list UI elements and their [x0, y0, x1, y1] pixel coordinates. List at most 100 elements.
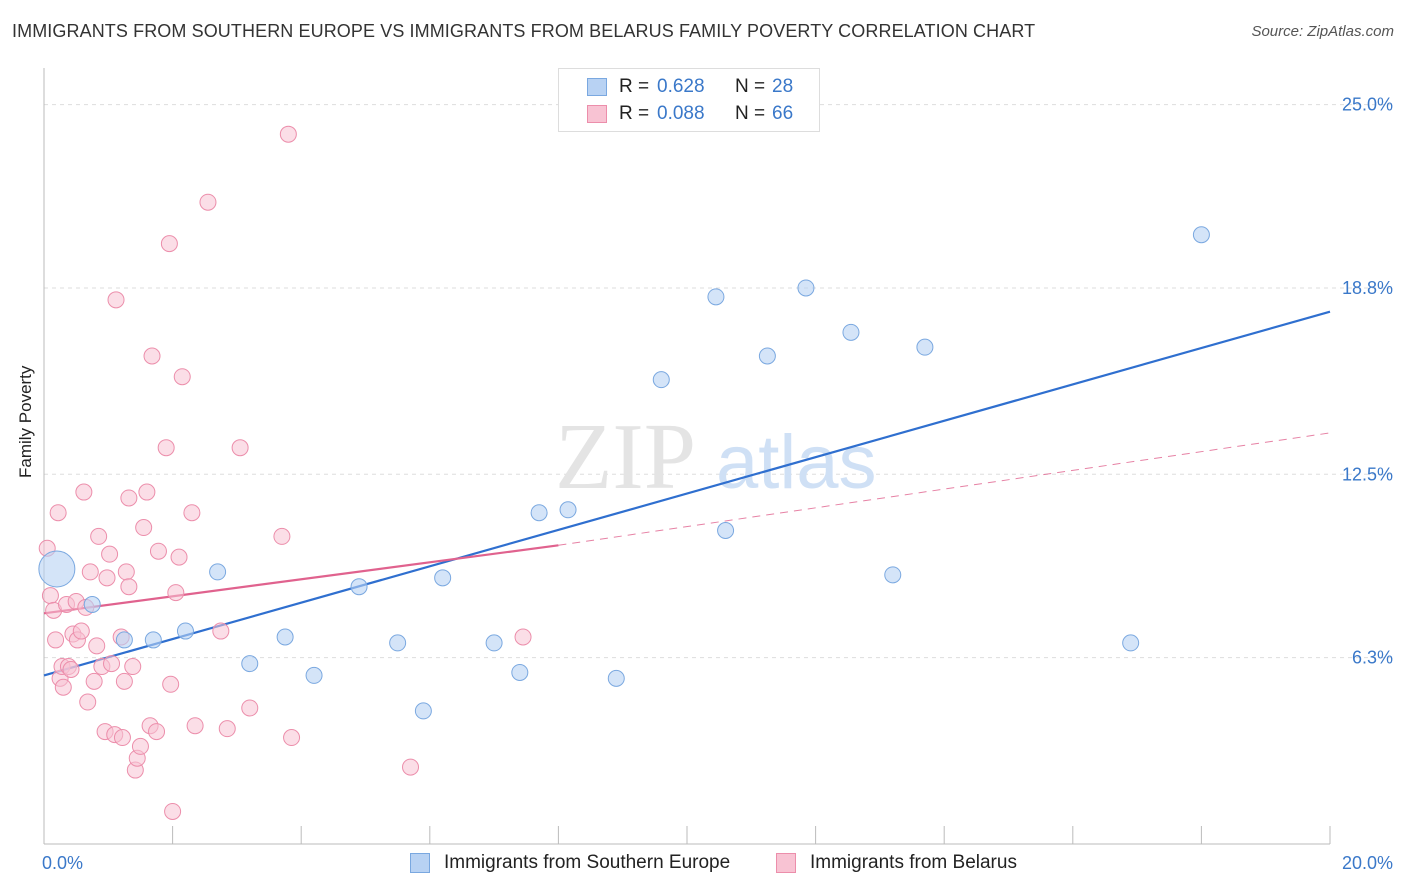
point-belarus [218, 720, 236, 738]
point-southern-europe [305, 666, 323, 684]
x-tick-labels: 0.0% 20.0% [42, 853, 1393, 873]
legend-item-belarus: Immigrants from Belarus [776, 852, 1017, 874]
point-belarus [124, 658, 142, 676]
point-southern-europe [607, 669, 625, 687]
point-belarus [170, 548, 188, 566]
point-belarus [183, 504, 201, 522]
point-belarus [160, 235, 178, 253]
point-belarus [212, 622, 230, 640]
legend-n-value: 28 [772, 76, 794, 97]
point-southern-europe [350, 578, 368, 596]
point-belarus [75, 483, 93, 501]
source-label: Source: ZipAtlas.com [1251, 23, 1394, 40]
point-belarus [90, 527, 108, 545]
point-belarus [88, 637, 106, 655]
point-belarus [85, 672, 103, 690]
point-belarus [101, 545, 119, 563]
y-tick-label: 25.0% [1342, 95, 1393, 115]
point-southern-europe [717, 522, 735, 540]
point-belarus [402, 758, 420, 776]
point-southern-europe [559, 501, 577, 519]
point-belarus [167, 584, 185, 602]
point-southern-europe [276, 628, 294, 646]
point-belarus [173, 368, 191, 386]
legend-r-label: R = [619, 103, 650, 124]
point-belarus [279, 125, 297, 143]
chart-title: IMMIGRANTS FROM SOUTHERN EUROPE VS IMMIG… [12, 21, 1036, 41]
axes [43, 68, 1331, 845]
point-southern-europe [209, 563, 227, 581]
point-southern-europe [652, 371, 670, 389]
point-belarus [72, 622, 90, 640]
legend-swatch-pink [776, 853, 796, 873]
point-southern-europe [530, 504, 548, 522]
trend-line-belarus-extension [558, 432, 1331, 546]
legend-swatch-blue [410, 853, 430, 873]
point-belarus [148, 723, 166, 741]
point-southern-europe [758, 347, 776, 365]
legend-n-label: N = [735, 76, 766, 97]
point-southern-europe [434, 569, 452, 587]
point-belarus [162, 675, 180, 693]
point-belarus [103, 655, 121, 673]
point-southern-europe [707, 288, 725, 306]
gridlines [44, 104, 1392, 659]
legend-n-value: 66 [772, 103, 794, 124]
legend-item-southern-europe: Immigrants from Southern Europe [410, 852, 730, 874]
legend-label-southern-europe: Immigrants from Southern Europe [444, 852, 731, 873]
trend-line-belarus [43, 544, 559, 615]
point-belarus [149, 542, 167, 560]
point-southern-europe [176, 622, 194, 640]
point-belarus [41, 587, 59, 605]
point-southern-europe [884, 566, 902, 584]
legend-swatch-pink [587, 105, 607, 123]
trend-line-southern-europe [43, 310, 1331, 677]
legend-swatch-blue [587, 78, 607, 96]
point-belarus [135, 519, 153, 537]
point-belarus [81, 563, 99, 581]
point-belarus [241, 699, 259, 717]
y-tick-labels: 6.3% 12.5% 18.8% 25.0% [1342, 95, 1393, 668]
point-southern-europe [389, 634, 407, 652]
trend-lines [43, 310, 1331, 677]
point-belarus [283, 729, 301, 747]
point-belarus [199, 193, 217, 211]
point-belarus [231, 439, 249, 457]
legend-r-value: 0.088 [657, 103, 705, 124]
x-tick-label: 20.0% [1342, 853, 1393, 873]
point-southern-europe [1122, 634, 1140, 652]
point-belarus [79, 693, 97, 711]
point-belarus [54, 678, 72, 696]
point-southern-europe [144, 631, 162, 649]
point-belarus [273, 527, 291, 545]
point-southern-europe [38, 550, 76, 588]
legend-row-belarus: R = 0.088 N = 66 [587, 102, 793, 126]
y-tick-label: 18.8% [1342, 278, 1393, 298]
point-belarus [120, 489, 138, 507]
point-southern-europe [842, 323, 860, 341]
point-belarus [47, 631, 65, 649]
watermark: ZIP atlas [555, 405, 877, 509]
point-southern-europe [115, 631, 133, 649]
point-belarus [120, 578, 138, 596]
point-belarus [113, 729, 131, 747]
point-southern-europe [916, 338, 934, 356]
point-belarus [186, 717, 204, 735]
point-southern-europe [797, 279, 815, 297]
legend-label-belarus: Immigrants from Belarus [810, 852, 1017, 873]
point-southern-europe [511, 663, 529, 681]
point-belarus [49, 504, 67, 522]
legend-row-southern-europe: R = 0.628 N = 28 [587, 75, 793, 99]
point-belarus [62, 661, 80, 679]
point-southern-europe [414, 702, 432, 720]
watermark-zip: ZIP [555, 405, 696, 509]
pink-points [38, 125, 532, 820]
legend-n-label: N = [735, 103, 766, 124]
point-belarus [131, 737, 149, 755]
point-southern-europe [485, 634, 503, 652]
point-belarus [115, 672, 133, 690]
legend-r-value: 0.628 [657, 76, 705, 97]
point-belarus [157, 439, 175, 457]
series-legend: Immigrants from Southern Europe Immigran… [0, 852, 1406, 878]
